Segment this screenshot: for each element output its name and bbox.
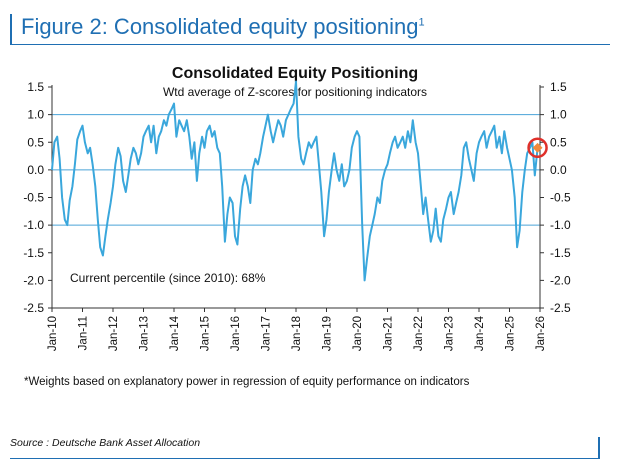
x-tick-label: Jan-26 (535, 316, 547, 351)
y-tick-label-left: -1.0 (23, 218, 44, 232)
x-tick-label: Jan-25 (505, 316, 517, 351)
y-tick-label-right: -1.5 (550, 246, 571, 260)
footer-accent-bar (598, 437, 600, 459)
series-group (51, 80, 539, 282)
y-tick-label-left: 1.0 (27, 108, 44, 122)
y-tick-label-left: -2.5 (23, 301, 44, 315)
y-axis-right-labels: 1.5 1.0 0.5 0.0 -0.5 -1.0 -1.5 -2.0 -2.5 (540, 80, 571, 315)
figure-title-footnote-mark: 1 (418, 16, 425, 29)
current-value-marker (532, 142, 543, 153)
x-tick-label: Jan-16 (230, 316, 242, 351)
y-tick-label-right: -0.5 (550, 191, 571, 205)
y-tick-label-left: 1.5 (27, 80, 44, 94)
y-axis-left-labels: 1.5 1.0 0.5 0.0 -0.5 -1.0 -1.5 -2.0 -2.5 (23, 80, 52, 315)
current-value-group (527, 137, 548, 159)
x-tick-label: Jan-24 (474, 315, 486, 351)
y-tick-label-left: -2.0 (23, 273, 44, 287)
header-rule (10, 44, 610, 45)
highlight-circle (527, 137, 548, 159)
x-axis-labels: Jan-10 Jan-11 Jan-12 Jan-13 Jan-14 Jan-15 Jan-… (47, 308, 547, 351)
y-tick-label-left: -0.5 (23, 191, 44, 205)
x-tick-label: Jan-13 (139, 316, 151, 351)
y-tick-label-left: -1.5 (23, 246, 44, 260)
y-tick-label-right: -2.0 (550, 273, 571, 287)
x-tick-label: Jan-11 (78, 316, 90, 350)
y-tick-label-right: 0.0 (550, 163, 567, 177)
header-accent-bar (10, 14, 12, 44)
chart-title: Consolidated Equity Positioning (172, 65, 418, 82)
x-tick-label: Jan-20 (352, 316, 364, 351)
y-tick-label-right: 0.5 (550, 135, 567, 149)
x-tick-label: Jan-14 (169, 315, 181, 351)
figure-title-text: Figure 2: Consolidated equity positionin… (21, 14, 419, 39)
percentile-annotation: Current percentile (since 2010): 68% (70, 271, 266, 285)
y-tick-label-left: 0.0 (27, 163, 44, 177)
x-tick-label: Jan-17 (261, 316, 273, 351)
y-tick-label-right: 1.5 (550, 80, 567, 94)
x-tick-label: Jan-19 (322, 316, 334, 351)
positioning-chart: Consolidated Equity Positioning Wtd aver… (23, 65, 571, 351)
footer-rule (10, 458, 600, 459)
source-text: Source : Deutsche Bank Asset Allocation (10, 437, 201, 449)
x-tick-label: Jan-18 (291, 316, 303, 351)
chart-footnote: *Weights based on explanatory power in r… (24, 376, 470, 388)
y-tick-label-right: -1.0 (550, 218, 571, 232)
x-tick-label: Jan-10 (47, 316, 59, 351)
x-tick-label: Jan-12 (108, 316, 120, 351)
reference-lines (52, 114, 540, 226)
x-tick-label: Jan-15 (200, 316, 212, 351)
y-tick-label-left: 0.5 (27, 135, 44, 149)
x-tick-label: Jan-22 (413, 316, 425, 351)
y-tick-label-right: 1.0 (550, 108, 567, 122)
series-line (51, 80, 539, 282)
figure-header: Figure 2: Consolidated equity positionin… (10, 12, 610, 45)
y-tick-label-right: -2.5 (550, 301, 571, 315)
x-tick-label: Jan-23 (444, 316, 456, 351)
x-tick-label: Jan-21 (383, 316, 395, 351)
figure-title: Figure 2: Consolidated equity positionin… (21, 14, 425, 40)
